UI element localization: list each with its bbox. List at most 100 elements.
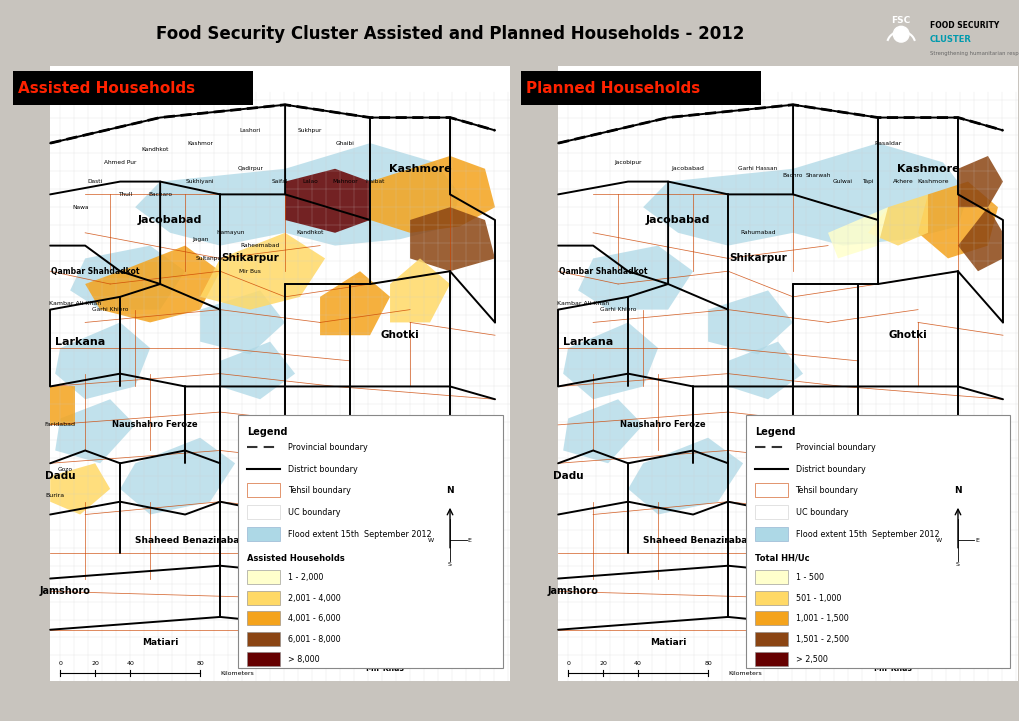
Text: Garhi Hassan: Garhi Hassan	[738, 167, 776, 172]
Polygon shape	[578, 246, 693, 309]
Polygon shape	[827, 207, 888, 258]
Text: E: E	[467, 538, 471, 543]
Bar	[247, 505, 280, 519]
Polygon shape	[728, 342, 802, 399]
Text: Haibat: Haibat	[365, 179, 384, 184]
Polygon shape	[867, 195, 927, 246]
Bar	[754, 653, 788, 666]
Text: Garhi Khiero: Garhi Khiero	[599, 307, 636, 312]
Text: Dadu: Dadu	[552, 471, 583, 481]
Text: Legend: Legend	[755, 427, 795, 437]
Circle shape	[893, 27, 908, 42]
Text: N: N	[445, 486, 453, 495]
Text: 0: 0	[566, 660, 570, 665]
Text: Jacobabad: Jacobabad	[645, 215, 709, 225]
Polygon shape	[410, 207, 494, 271]
Text: Qadirpur: Qadirpur	[237, 167, 263, 172]
Polygon shape	[562, 399, 643, 464]
Text: Qambar Shahdadkot: Qambar Shahdadkot	[51, 267, 140, 275]
Text: 80: 80	[703, 660, 711, 665]
Text: Tapi: Tapi	[861, 179, 873, 184]
Text: Sharwah: Sharwah	[805, 172, 829, 177]
Polygon shape	[562, 322, 657, 399]
Bar	[247, 611, 280, 625]
Polygon shape	[220, 342, 294, 399]
Text: Naushahro Feroze: Naushahro Feroze	[620, 420, 705, 430]
Text: Sukhpur: Sukhpur	[298, 128, 322, 133]
Text: Kandhkot: Kandhkot	[142, 147, 169, 152]
Text: Flood extent 15th  September 2012: Flood extent 15th September 2012	[795, 530, 938, 539]
Text: Shaheed Benazirabad: Shaheed Benazirabad	[642, 536, 753, 544]
Text: Larkana: Larkana	[55, 337, 105, 347]
Bar	[520, 71, 760, 105]
Text: Lalao: Lalao	[302, 179, 318, 184]
Text: 20: 20	[598, 660, 606, 665]
Text: CLUSTER: CLUSTER	[929, 35, 971, 44]
Text: > 2,500: > 2,500	[795, 655, 826, 664]
Text: Jamshoro: Jamshoro	[40, 586, 91, 596]
Bar	[247, 526, 280, 541]
Text: Raheemabad: Raheemabad	[240, 243, 279, 248]
Text: 80: 80	[196, 660, 204, 665]
Text: Tando Allahyar: Tando Allahyar	[268, 658, 332, 666]
Text: Kilometers: Kilometers	[728, 671, 761, 676]
Text: Jacobipur: Jacobipur	[613, 160, 641, 165]
Text: > 8,000: > 8,000	[287, 655, 319, 664]
Text: Mahnoor: Mahnoor	[332, 179, 358, 184]
Text: Ahmed Pur: Ahmed Pur	[104, 160, 137, 165]
Text: Johi: Johi	[434, 550, 445, 555]
Text: W: W	[934, 538, 941, 543]
Bar	[247, 653, 280, 666]
Text: Qambar Shahdadkot: Qambar Shahdadkot	[558, 267, 647, 275]
Bar	[247, 483, 280, 497]
Text: Planned Households: Planned Households	[525, 81, 699, 96]
Text: Faridabad: Faridabad	[45, 423, 75, 428]
Text: Burira: Burira	[46, 492, 64, 497]
Polygon shape	[200, 233, 325, 309]
Text: Kashmore: Kashmore	[916, 179, 948, 184]
Text: Kilometers: Kilometers	[220, 671, 254, 676]
Text: Larkana: Larkana	[562, 337, 612, 347]
Text: UC boundary: UC boundary	[287, 508, 339, 517]
Text: N: N	[953, 486, 961, 495]
Bar	[754, 590, 788, 605]
Text: Tehsil boundary: Tehsil boundary	[795, 487, 858, 495]
Polygon shape	[285, 169, 370, 233]
Text: Strengthening humanitarian response: Strengthening humanitarian response	[929, 50, 1019, 56]
Bar	[10, 66, 50, 707]
Text: Nara: Nara	[426, 428, 443, 434]
Text: Tehsil boundary: Tehsil boundary	[287, 487, 351, 495]
Text: W: W	[427, 538, 433, 543]
Polygon shape	[200, 291, 285, 355]
Polygon shape	[370, 156, 494, 233]
Text: Assisted Households: Assisted Households	[247, 554, 344, 562]
Bar	[754, 483, 788, 497]
Text: Shikarpur: Shikarpur	[221, 253, 279, 263]
Text: Mir Bus: Mir Bus	[238, 269, 261, 274]
Bar	[10, 681, 510, 707]
Text: Kandhkot: Kandhkot	[297, 230, 323, 235]
Text: Shikarpur: Shikarpur	[729, 253, 787, 263]
Bar	[754, 570, 788, 584]
Text: Ghotki: Ghotki	[380, 330, 419, 340]
Bar	[237, 415, 502, 668]
Bar	[754, 611, 788, 625]
Polygon shape	[957, 207, 1002, 271]
Text: 1,501 - 2,500: 1,501 - 2,500	[795, 635, 848, 644]
Text: Dadu: Dadu	[45, 471, 75, 481]
Text: Tando Allahyar: Tando Allahyar	[775, 658, 840, 666]
Text: Hamayun: Hamayun	[216, 230, 245, 235]
Bar	[247, 590, 280, 605]
Text: Khairpur: Khairpur	[368, 459, 422, 468]
Text: Matiari: Matiari	[142, 638, 178, 647]
Text: Sultanpur: Sultanpur	[196, 256, 224, 261]
Text: Jagan: Jagan	[192, 236, 208, 242]
Text: Gozo: Gozo	[58, 467, 72, 472]
Text: S: S	[955, 562, 959, 567]
Bar	[12, 71, 253, 105]
Text: Ghotki: Ghotki	[888, 330, 926, 340]
Bar	[518, 681, 1017, 707]
Text: Flood extent 15th  September 2012: Flood extent 15th September 2012	[287, 530, 431, 539]
Bar	[745, 415, 1010, 668]
Polygon shape	[320, 271, 389, 335]
